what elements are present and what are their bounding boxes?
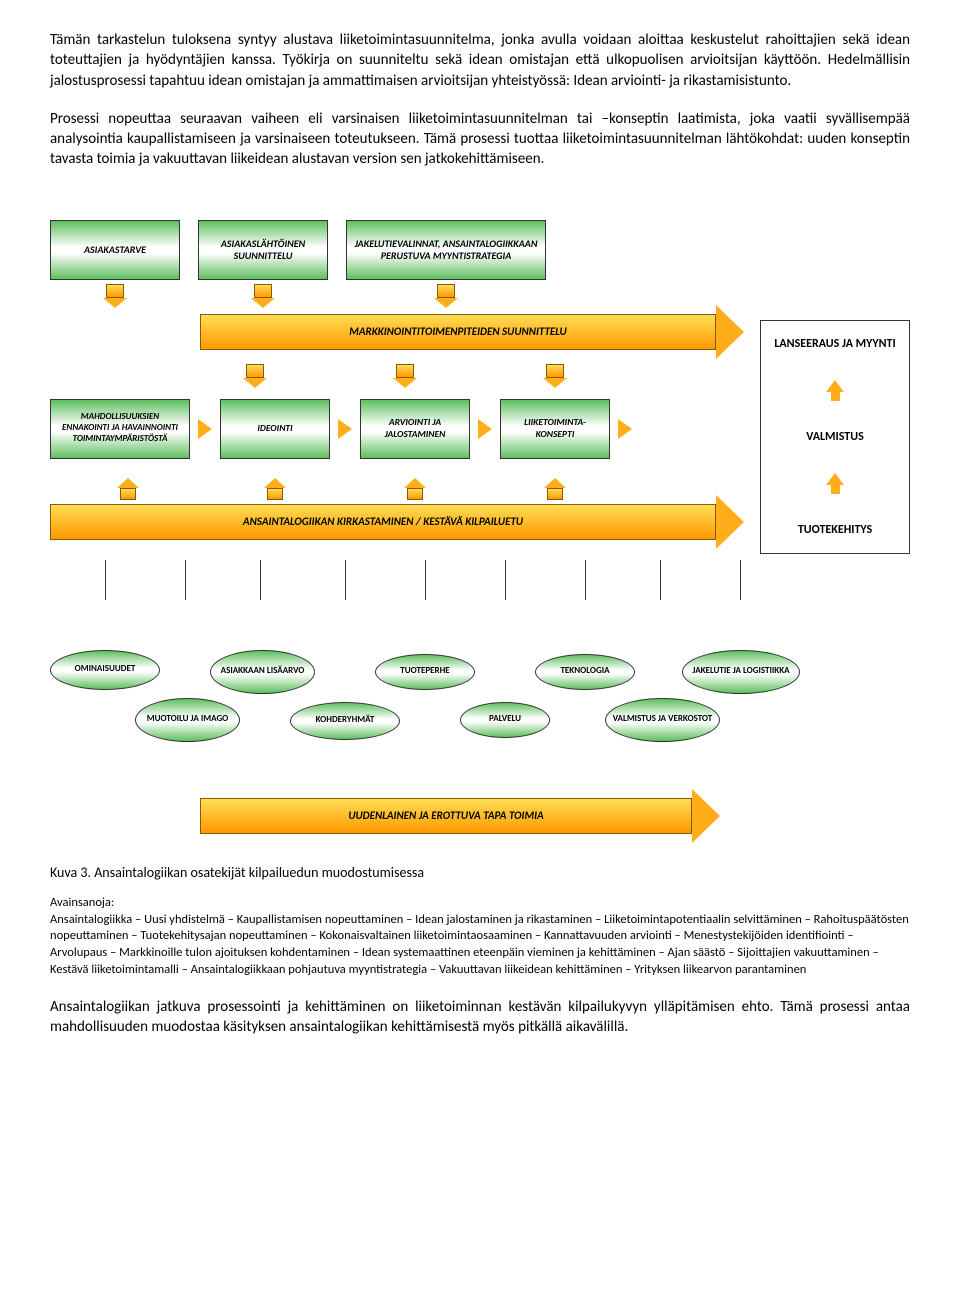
ell-valmistus: VALMISTUS JA VERKOSTOT — [605, 698, 720, 742]
band-marketing: MARKKINOINTITOIMENPITEIDEN SUUNNITTELU — [200, 314, 744, 350]
band-marketing-label: MARKKINOINTITOIMENPITEIDEN SUUNNITTELU — [349, 325, 566, 338]
down-arrow-icrow — [393, 364, 417, 388]
right-valmistus: VALMISTUS — [806, 430, 864, 444]
paragraph-1: Tämän tarkastelun tuloksena syntyy alust… — [50, 30, 910, 91]
right-outcomes-box: LANSEERAUS JA MYYNTI VALMISTUS TUOTEKEHI… — [760, 320, 910, 554]
band2-up-arrows — [50, 478, 744, 500]
keywords-heading: Avainsanoja: — [50, 895, 910, 910]
top-boxes-row: ASIAKASTARVE ASIAKASLÄHTÖINEN SUUNNITTEL… — [50, 220, 910, 280]
ell-muotoilu: MUOTOILU JA IMAGO — [135, 698, 240, 742]
ell-ominaisuudet: OMINAISUUDET — [50, 650, 160, 690]
band-ansaintalogiikka: ANSAINTALOGIIKAN KIRKASTAMINEN / KESTÄVÄ… — [50, 504, 744, 540]
right-arrow-icon — [478, 419, 492, 439]
mid-process-row: MAHDOLLISUUKSIEN ENNAKOINTI JA HAVAINNOI… — [50, 394, 744, 464]
band3-wrap: UUDENLAINEN JA EROTTUVA TAPA TOIMIA — [50, 798, 910, 834]
right-arrow-icon — [338, 419, 352, 439]
keywords-text: Ansaintalogiikka – Uusi yhdistelmä – Kau… — [50, 912, 910, 980]
figure-caption: Kuva 3. Ansaintalogiikan osatekijät kilp… — [50, 864, 910, 881]
up-arrow-icon — [826, 473, 844, 494]
right-arrow-icon — [198, 419, 212, 439]
down-arrow-icon — [543, 364, 567, 388]
up-arrow-icon — [404, 478, 426, 500]
right-arrow-icon — [618, 419, 632, 439]
band1-down-arrows — [200, 364, 744, 388]
box-asiakastarve: ASIAKASTARVE — [50, 220, 180, 280]
ell-teknologia: TEKNOLOGIA — [535, 654, 635, 690]
band-ansaintalogiikka-label: ANSAINTALOGIIKAN KIRKASTAMINEN / KESTÄVÄ… — [243, 515, 523, 528]
vertical-connectors — [50, 560, 910, 600]
final-paragraph: Ansaintalogiikan jatkuva prosessointi ja… — [50, 997, 910, 1038]
box-mahdollisuudet: MAHDOLLISUUKSIEN ENNAKOINTI JA HAVAINNOI… — [50, 399, 190, 459]
ell-tuoteperhe: TUOTEPERHE — [375, 654, 475, 690]
box-arviointi: ARVIOINTI JA JALOSTAMINEN — [360, 399, 470, 459]
paragraph-2: Prosessi nopeuttaa seuraavan vaiheen eli… — [50, 109, 910, 170]
up-arrow-icon — [826, 380, 844, 401]
ell-jakelutie: JAKELUTIE JA LOGISTIIKKA — [682, 650, 800, 694]
left-column: MARKKINOINTITOIMENPITEIDEN SUUNNITTELU M… — [50, 320, 744, 554]
ell-palvelu: PALVELU — [460, 702, 550, 738]
down-arrow-icon — [251, 284, 275, 308]
box-ideointi: IDEOINTI — [220, 399, 330, 459]
top-down-arrows — [50, 284, 744, 308]
right-tuotekehitys: TUOTEKEHITYS — [798, 523, 872, 537]
ellipses-section: OMINAISUUDET MUOTOILU JA IMAGO ASIAKKAAN… — [50, 650, 910, 790]
down-arrow-icon — [434, 284, 458, 308]
right-lanseeraus: LANSEERAUS JA MYYNTI — [774, 337, 895, 351]
box-jakelutie: JAKELUTIEVALINNAT, ANSAINTALOGIIKKAAN PE… — [346, 220, 546, 280]
up-arrow-icon — [544, 478, 566, 500]
up-arrow-icon — [264, 478, 286, 500]
main-flow-wrap: MARKKINOINTITOIMENPITEIDEN SUUNNITTELU M… — [50, 320, 910, 554]
box-asiakaslahtoinen: ASIAKASLÄHTÖINEN SUUNNITTELU — [198, 220, 328, 280]
band-uudenlainen: UUDENLAINEN JA EROTTUVA TAPA TOIMIA — [200, 798, 720, 834]
up-arrow-icon — [117, 478, 139, 500]
down-arrow-icon — [103, 284, 127, 308]
ell-kohderyhmat: KOHDERYHMÄT — [290, 702, 400, 740]
process-diagram: ASIAKASTARVE ASIAKASLÄHTÖINEN SUUNNITTEL… — [50, 220, 910, 834]
box-konsepti: LIIKETOIMINTA-KONSEPTI — [500, 399, 610, 459]
band-uudenlainen-label: UUDENLAINEN JA EROTTUVA TAPA TOIMIA — [348, 809, 543, 822]
ell-lisaarvo: ASIAKKAAN LISÄARVO — [210, 650, 315, 694]
down-arrow-icon — [243, 364, 267, 388]
